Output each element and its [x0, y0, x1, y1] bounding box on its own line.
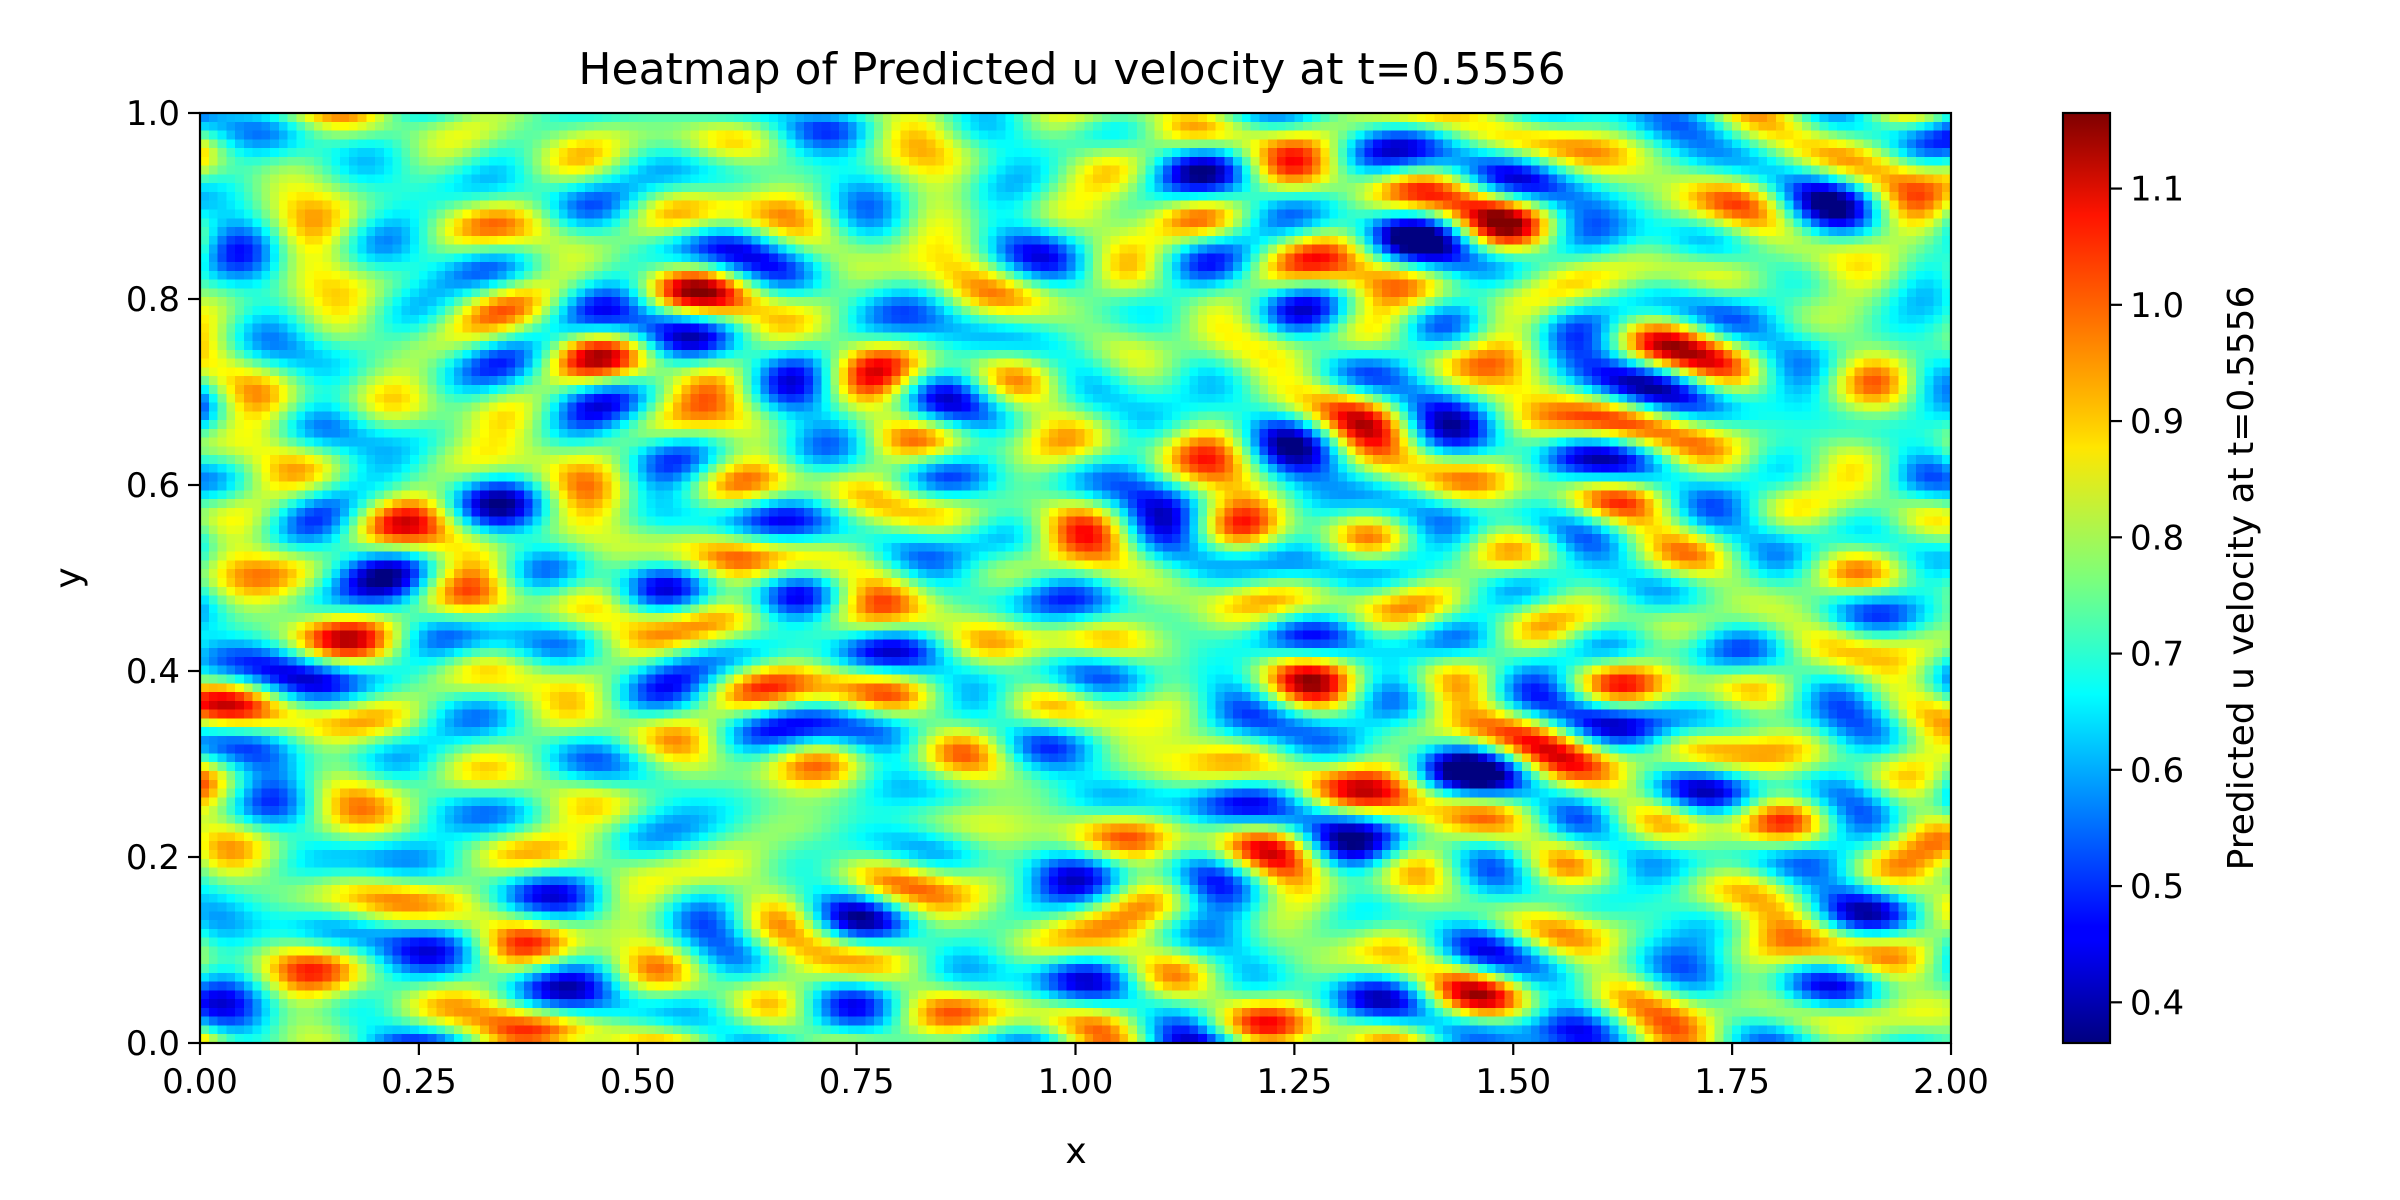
colorbar-tick-label: 1.1	[2130, 170, 2184, 210]
x-tick-label: 0.75	[819, 1062, 895, 1102]
chart-title: Heatmap of Predicted u velocity at t=0.5…	[578, 44, 1565, 95]
y-tick-label: 0.8	[126, 280, 180, 320]
colorbar-tick-label: 0.9	[2130, 402, 2184, 442]
x-tick-label: 0.25	[381, 1062, 457, 1102]
colorbar-tick-label: 1.0	[2130, 286, 2184, 326]
x-tick-label: 0.50	[600, 1062, 676, 1102]
x-tick-label: 1.00	[1038, 1062, 1114, 1102]
colorbar-tick-label: 0.4	[2130, 983, 2184, 1023]
heatmap-image	[200, 113, 1951, 1043]
colorbar-ticks: 0.4 0.5 0.6 0.7 0.8 0.9 1.0 1.1	[2110, 170, 2184, 1023]
x-tick-label: 1.50	[1475, 1062, 1551, 1102]
colorbar-tick-label: 0.7	[2130, 635, 2184, 675]
colorbar: 0.4 0.5 0.6 0.7 0.8 0.9 1.0 1.1 Predicted u vel…	[2061, 111, 2262, 1045]
colorbar-gradient	[2061, 111, 2112, 1045]
y-tick-label: 0.4	[126, 652, 180, 692]
y-tick-label: 0.2	[126, 838, 180, 878]
colorbar-tick-label: 0.6	[2130, 751, 2184, 791]
colorbar-label: Predicted u velocity at t=0.5556	[2221, 286, 2262, 871]
x-tick-label: 2.00	[1913, 1062, 1989, 1102]
y-tick-label: 0.6	[126, 466, 180, 506]
y-axis-label: y	[48, 567, 89, 588]
colorbar-tick-label: 0.8	[2130, 518, 2184, 558]
x-tick-label: 1.25	[1257, 1062, 1333, 1102]
heatmap-plot-area	[198, 111, 1953, 1045]
y-tick-label: 0.0	[126, 1024, 180, 1064]
x-axis: 0.00 0.25 0.50 0.75 1.00 1.25 1.50 1.75 2.00	[162, 1043, 1989, 1102]
x-tick-label: 0.00	[162, 1062, 238, 1102]
y-axis: 0.0 0.2 0.4 0.6 0.8 1.0	[126, 94, 200, 1064]
x-tick-label: 1.75	[1694, 1062, 1770, 1102]
y-tick-label: 1.0	[126, 94, 180, 134]
colorbar-tick-label: 0.5	[2130, 867, 2184, 907]
x-axis-label: x	[1065, 1131, 1086, 1172]
